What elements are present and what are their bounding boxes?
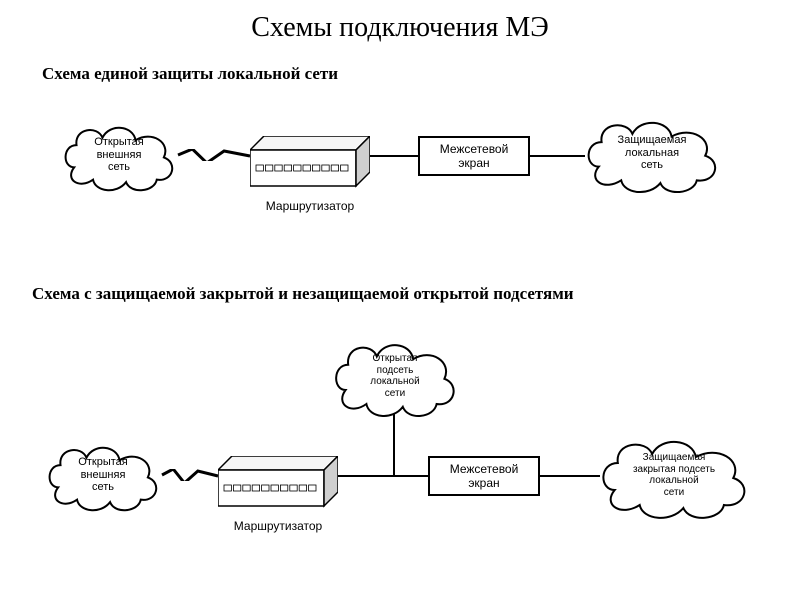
cloud-open_subnet_cloud: Открытая подсеть локальной сети — [330, 334, 460, 418]
subheading-1: Схема единой защиты локальной сети — [42, 64, 338, 84]
connector — [156, 469, 224, 481]
cloud-external_cloud: Открытая внешняя сеть — [60, 118, 178, 192]
cloud-protected_cloud: Защищаемая закрытая подсеть локальной се… — [596, 430, 752, 520]
cloud-label: Защищаемая закрытая подсеть локальной се… — [633, 452, 715, 498]
router-label: Маршрутизатор — [250, 199, 370, 213]
router-icon — [218, 456, 338, 510]
router-router: Маршрутизатор — [218, 456, 338, 533]
diagram-open-closed-subnets: Открытая внешняя сеть Маршрутизатор Открыт… — [0, 330, 800, 560]
connector — [172, 149, 256, 161]
router-label: Маршрутизатор — [218, 519, 338, 533]
connector — [524, 150, 591, 162]
router-router: Маршрутизатор — [250, 136, 370, 213]
cloud-label: Открытая внешняя сеть — [94, 136, 143, 174]
connector — [364, 150, 424, 162]
cloud-label: Открытая подсеть локальной сети — [370, 353, 419, 399]
diagram-unified-protection: Открытая внешняя сеть Маршрутизатор Межсет… — [0, 100, 800, 250]
cloud-protected_cloud: Защищаемая локальная сеть — [582, 112, 722, 194]
cloud-label: Открытая внешняя сеть — [78, 456, 127, 494]
box-firewall: Межсетевой экран — [428, 456, 540, 496]
cloud-label: Защищаемая локальная сеть — [618, 134, 687, 172]
page-title: Схемы подключения МЭ — [0, 0, 800, 44]
cloud-external_cloud: Открытая внешняя сеть — [44, 438, 162, 512]
box-firewall: Межсетевой экран — [418, 136, 530, 176]
router-icon — [250, 136, 370, 190]
subheading-2: Схема с защищаемой закрытой и незащищаем… — [32, 284, 574, 304]
